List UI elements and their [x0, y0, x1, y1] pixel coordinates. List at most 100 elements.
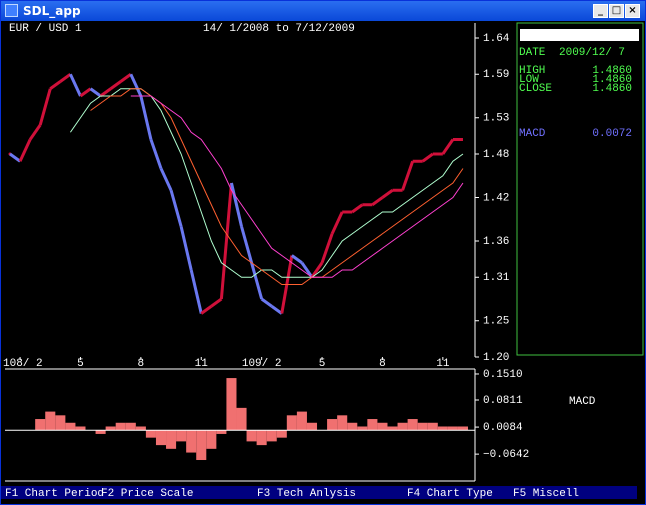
moving-average [130, 95, 464, 278]
menu-item[interactable]: F5 Miscell [513, 488, 579, 500]
macd-bar [427, 422, 438, 431]
price-segment [260, 297, 273, 308]
title-bar: SDL_app _ □ × [1, 1, 645, 21]
y-tick-label: 1.20 [483, 352, 509, 364]
macd-bar [226, 378, 237, 431]
price-segment [179, 226, 193, 271]
price-segment [441, 138, 455, 155]
price-segment [240, 226, 254, 264]
low-value: 1.4860 [592, 74, 632, 86]
window-title: SDL_app [23, 4, 81, 18]
x-tick-label: 11 [195, 358, 209, 370]
macd-bar [125, 422, 136, 431]
date-label: DATE [519, 47, 546, 59]
macd-bar [276, 430, 287, 438]
macd-bar [196, 430, 207, 461]
price-segment [169, 189, 183, 227]
y-tick-label: 1.64 [483, 33, 510, 45]
x-tick-label: 5 [77, 358, 84, 370]
macd-bar [35, 419, 46, 431]
macd-bar [266, 430, 277, 442]
x-tick-label: 109/ 2 [242, 358, 282, 370]
price-segment [210, 297, 223, 308]
price-segment [129, 73, 143, 97]
x-tick-label: 11 [436, 358, 450, 370]
macd-bar [437, 426, 448, 431]
macd-bar [397, 422, 408, 431]
macd-bar [357, 426, 368, 431]
macd-value: 0.0072 [592, 128, 632, 140]
close-button[interactable]: × [625, 4, 640, 18]
price-segment [18, 138, 32, 162]
price-segment [38, 88, 52, 126]
macd-bar [457, 426, 469, 431]
price-segment [28, 124, 42, 141]
y-tick-label: 1.42 [483, 192, 509, 204]
macd-bar [115, 422, 126, 431]
macd-bar [407, 419, 418, 431]
macd-bar [347, 422, 358, 431]
price-segment [119, 73, 132, 83]
macd-bar [417, 422, 428, 431]
close-label: CLOSE [519, 83, 552, 95]
price-segment [250, 262, 264, 300]
price-segment [69, 73, 82, 97]
menu-item[interactable]: F4 Chart Type [407, 488, 493, 500]
x-tick-label: 108/ 2 [3, 358, 43, 370]
macd-bar [327, 419, 338, 431]
macd-bar [145, 430, 156, 438]
minimize-button[interactable]: _ [593, 4, 608, 18]
info-box [520, 29, 639, 41]
price-segment [139, 95, 153, 140]
price-segment [200, 305, 213, 315]
price-segment [79, 87, 92, 98]
maximize-button[interactable]: □ [609, 4, 624, 18]
price-segment [149, 139, 163, 169]
price-segment [371, 196, 384, 206]
y-tick-label: 0.1510 [483, 369, 523, 381]
price-segment [401, 160, 415, 191]
info-panel [516, 22, 644, 356]
macd-bar [296, 411, 307, 431]
macd-bar [95, 430, 106, 434]
x-tick-label: 8 [379, 358, 386, 370]
macd-bar [45, 411, 56, 431]
price-segment [270, 305, 283, 315]
macd-bar [447, 426, 458, 431]
macd-bar [135, 426, 146, 431]
y-tick-label: 1.48 [483, 149, 509, 161]
chart-title: EUR / USD 1 [9, 23, 82, 35]
price-segment [421, 152, 434, 163]
menu-item[interactable]: F2 Price Scale [101, 488, 193, 500]
price-segment [59, 73, 72, 83]
price-segment [351, 203, 364, 214]
price-segment [49, 80, 62, 90]
high-value: 1.4860 [592, 65, 632, 77]
y-tick-label: 1.59 [483, 69, 509, 81]
low-label: LOW [519, 74, 539, 86]
macd-bar [367, 419, 378, 431]
macd-bar [155, 430, 167, 446]
price-segment [219, 182, 233, 300]
y-tick-label: 1.36 [483, 236, 509, 248]
chart-subtitle: 14/ 1/2008 to 7/12/2009 [203, 23, 355, 35]
price-segment [229, 182, 243, 227]
macd-bar [105, 426, 116, 431]
macd-bar [246, 430, 257, 442]
macd-bar [256, 430, 267, 446]
macd-bar [206, 430, 217, 449]
macd-bar [75, 426, 86, 431]
macd-bar [55, 415, 66, 431]
price-segment [89, 87, 102, 98]
macd-bar [387, 426, 398, 431]
price-segment [320, 233, 334, 264]
menu-item[interactable]: F1 Chart Period [5, 488, 104, 500]
menu-item[interactable]: F3 Tech Anlysis [257, 488, 356, 500]
high-label: HIGH [519, 65, 545, 77]
menu-bar [1, 486, 637, 499]
chart-screen: DATE 2009/12/ 7 HIGH 1.4860 LOW 1.4860 C… [1, 22, 644, 500]
price-segment [189, 269, 203, 314]
date-value: 2009/12/ 7 [559, 47, 625, 59]
